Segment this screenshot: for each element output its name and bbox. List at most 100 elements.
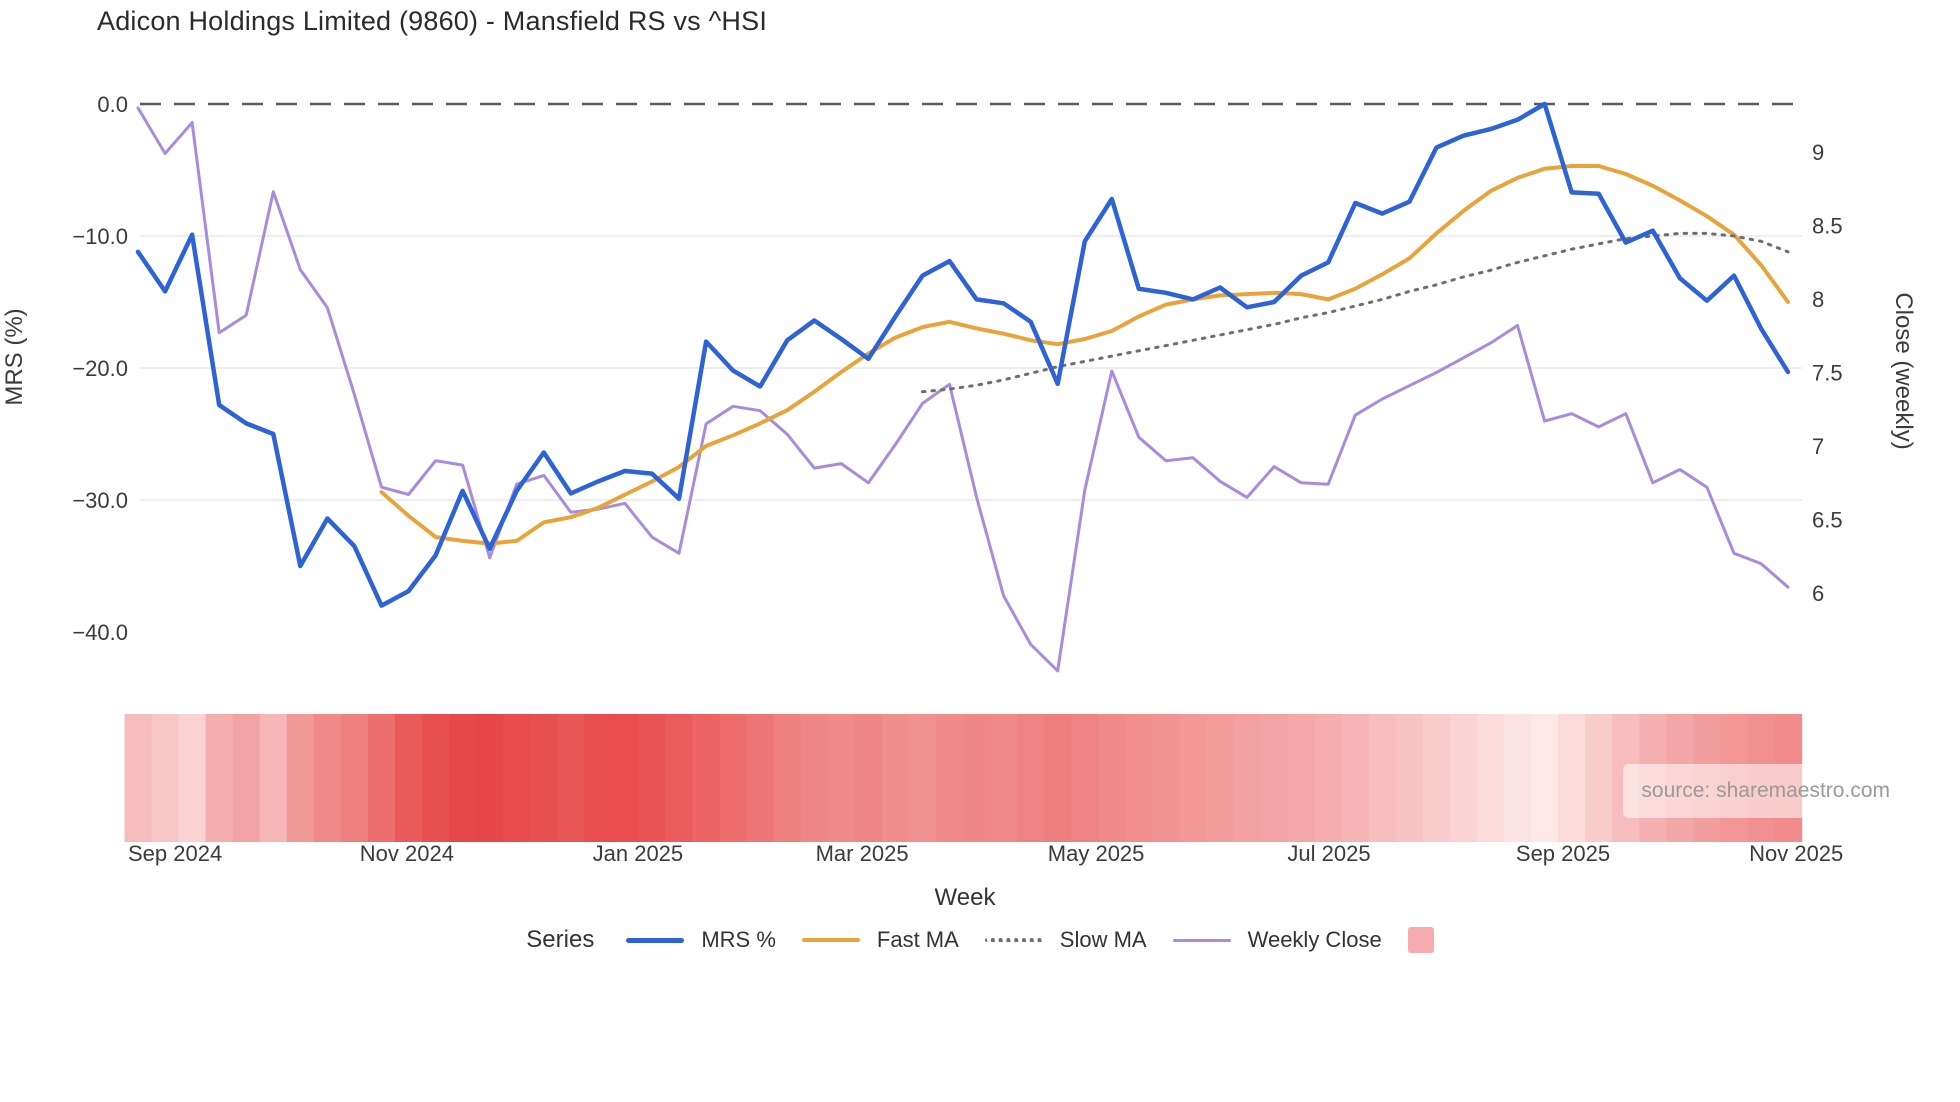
heatmap-cell bbox=[1233, 714, 1262, 842]
y-axis-left-tick-label: −10.0 bbox=[72, 224, 128, 249]
page-title: Adicon Holdings Limited (9860) - Mansfie… bbox=[97, 6, 768, 36]
x-axis-tick-label: Jan 2025 bbox=[593, 841, 684, 866]
legend-item-label: Weekly Close bbox=[1247, 927, 1382, 952]
y-axis-right-tick-label: 7 bbox=[1812, 434, 1824, 459]
heatmap-cell bbox=[1287, 714, 1316, 842]
mrs-line-swatch bbox=[626, 937, 685, 943]
y-axis-right-tick-label: 6 bbox=[1812, 581, 1824, 606]
x-axis-tick-label: Jul 2025 bbox=[1287, 841, 1370, 866]
y-axis-right-tick-label: 6.5 bbox=[1812, 508, 1843, 533]
heatmap-cell bbox=[1558, 714, 1586, 842]
heatmap-cell bbox=[1314, 714, 1343, 842]
weekly-close-line-swatch bbox=[1172, 938, 1231, 942]
heatmap-cell bbox=[1477, 714, 1505, 842]
legend-item-label: Slow MA bbox=[1059, 927, 1147, 952]
heatmap-cell bbox=[124, 714, 153, 842]
heatmap-cell bbox=[881, 714, 910, 842]
x-axis-title: Week bbox=[934, 884, 996, 911]
x-axis-tick-label: Sep 2024 bbox=[128, 841, 222, 866]
heatmap-cell bbox=[1044, 714, 1072, 842]
heatmap-cell bbox=[692, 714, 721, 842]
slow-ma-line-swatch bbox=[984, 938, 1043, 942]
y-axis-left-tick-label: −20.0 bbox=[72, 356, 128, 381]
heatmap-cell bbox=[584, 714, 612, 842]
heatmap-cell bbox=[395, 714, 423, 842]
heatmap-cell bbox=[1422, 714, 1451, 842]
heatmap-cell bbox=[178, 714, 207, 842]
legend: Series MRS % Fast MA Slow MA Weekly Clos… bbox=[0, 916, 1960, 964]
x-axis-tick-label: May 2025 bbox=[1048, 841, 1145, 866]
y-axis-left-tick-label: 0.0 bbox=[97, 92, 128, 117]
heatmap-cell bbox=[286, 714, 315, 842]
x-axis-tick-label: Mar 2025 bbox=[816, 841, 909, 866]
heatmap-cell bbox=[557, 714, 585, 842]
fast-ma-line bbox=[379, 164, 1790, 546]
y-axis-left-title: MRS (%) bbox=[1, 308, 28, 405]
y-axis-right-title: Close (weekly) bbox=[1890, 292, 1917, 449]
heatmap-cell bbox=[800, 714, 829, 842]
heatmap-cell bbox=[449, 714, 477, 842]
heatmap-cell bbox=[827, 714, 856, 842]
y-axis-right-tick-label: 9 bbox=[1812, 140, 1824, 165]
heatmap-cell bbox=[1125, 714, 1153, 842]
heatmap-cell bbox=[1531, 714, 1559, 842]
heatmap-cell bbox=[1206, 714, 1235, 842]
heatmap-cell bbox=[503, 714, 531, 842]
heatmap-cell bbox=[1585, 714, 1613, 842]
heatmap-cell bbox=[746, 714, 775, 842]
mrs-line bbox=[135, 101, 1791, 608]
legend-item-fast-ma: Fast MA bbox=[801, 927, 959, 953]
heatmap-cell bbox=[422, 714, 450, 842]
legend-item-slow-ma: Slow MA bbox=[984, 927, 1147, 953]
y-axis-right-tick-label: 7.5 bbox=[1812, 361, 1843, 386]
heatmap-cell bbox=[340, 714, 369, 842]
y-axis-right-tick-label: 8 bbox=[1812, 287, 1824, 312]
heatmap-cell bbox=[313, 714, 342, 842]
heatmap-cell bbox=[1341, 714, 1370, 842]
heatmap-cell bbox=[1504, 714, 1532, 842]
heatmap-cell bbox=[773, 714, 802, 842]
heatmap-cell bbox=[1071, 714, 1099, 842]
heatmap-cell bbox=[1098, 714, 1126, 842]
heatmap-cell bbox=[936, 714, 964, 842]
heatmap-cell bbox=[1449, 714, 1478, 842]
legend-title: Series bbox=[526, 926, 595, 953]
heatmap-cell bbox=[530, 714, 558, 842]
heatmap-cell bbox=[367, 714, 396, 842]
legend-item-mrs: MRS % bbox=[626, 927, 776, 953]
heatmap-cell bbox=[665, 714, 694, 842]
heatmap-cell bbox=[151, 714, 180, 842]
heatmap-cell bbox=[854, 714, 883, 842]
heatmap-cell bbox=[1368, 714, 1397, 842]
y-axis-left-tick-label: −30.0 bbox=[72, 488, 128, 513]
legend-item-heatmap bbox=[1407, 927, 1434, 953]
heatmap-cell bbox=[1260, 714, 1289, 842]
heatmap-cell bbox=[908, 714, 937, 842]
heatmap-cell bbox=[1017, 714, 1045, 842]
heatmap-cell bbox=[232, 714, 261, 842]
heatmap-cell bbox=[476, 714, 504, 842]
source-attribution-text: source: sharemaestro.com bbox=[1641, 779, 1890, 802]
legend-item-label: Fast MA bbox=[876, 927, 959, 952]
legend-item-label: MRS % bbox=[701, 927, 776, 952]
x-axis-tick-label: Nov 2025 bbox=[1749, 841, 1843, 866]
heatmap-cell bbox=[963, 714, 991, 842]
heatmap-cell bbox=[205, 714, 234, 842]
legend-item-weekly-close: Weekly Close bbox=[1172, 927, 1382, 953]
x-axis-tick-label: Sep 2025 bbox=[1516, 841, 1610, 866]
heatmap-cell bbox=[990, 714, 1018, 842]
y-axis-left-tick-label: −40.0 bbox=[72, 620, 128, 645]
heatmap-cell bbox=[1395, 714, 1424, 842]
heatmap-cell bbox=[259, 714, 288, 842]
source-attribution: source: sharemaestro.com bbox=[1623, 764, 1908, 818]
close-line bbox=[136, 106, 1790, 673]
heatmap-cell bbox=[638, 714, 667, 842]
heatmap-swatch bbox=[1407, 927, 1434, 953]
fast-ma-line-swatch bbox=[801, 938, 860, 942]
x-axis-tick-label: Nov 2024 bbox=[360, 841, 454, 866]
heatmap-cell bbox=[1179, 714, 1208, 842]
y-axis-right-tick-label: 8.5 bbox=[1812, 214, 1843, 239]
heatmap-cell bbox=[719, 714, 748, 842]
heatmap-cell bbox=[611, 714, 640, 842]
